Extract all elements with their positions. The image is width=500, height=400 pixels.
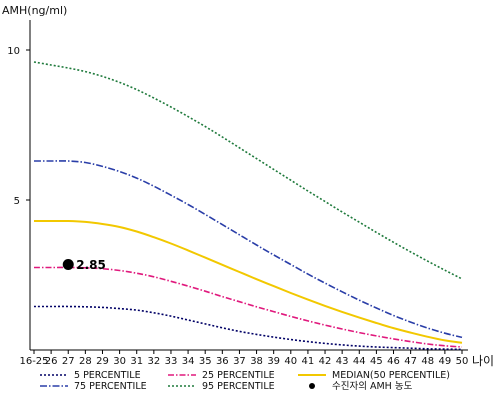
legend-marker-label: 수진자의 AMH 농도 bbox=[332, 381, 413, 392]
legend: 5 PERCENTILE 25 PERCENTILE MEDIAN(50 PERCE… bbox=[40, 370, 450, 392]
series-line-4 bbox=[33, 61, 463, 280]
x-tick-label: 49 bbox=[439, 356, 452, 367]
x-tick-label: 42 bbox=[319, 356, 332, 367]
x-tick-label: 26 bbox=[45, 356, 58, 367]
x-tick-label: 33 bbox=[165, 356, 178, 367]
legend-label-0: 5 PERCENTILE bbox=[74, 370, 141, 381]
x-tick-label: 35 bbox=[199, 356, 212, 367]
x-tick-label: 45 bbox=[370, 356, 383, 367]
legend-label-4: 95 PERCENTILE bbox=[202, 381, 275, 392]
series-line-1 bbox=[34, 266, 463, 348]
y-tick-label: 5 bbox=[14, 196, 20, 207]
patient-marker-label: 2.85 bbox=[76, 258, 106, 272]
x-tick-label: 46 bbox=[387, 356, 400, 367]
x-tick-label: 39 bbox=[267, 356, 280, 367]
x-tick-label: 38 bbox=[250, 356, 263, 367]
legend-label-2: MEDIAN(50 PERCENTILE) bbox=[332, 370, 450, 381]
x-tick-label: 31 bbox=[130, 356, 143, 367]
legend-label-1: 25 PERCENTILE bbox=[202, 370, 275, 381]
x-tick-label: 48 bbox=[421, 356, 434, 367]
series-line-3 bbox=[34, 160, 463, 339]
x-tick-label: 40 bbox=[284, 356, 297, 367]
series-line-0 bbox=[34, 305, 463, 351]
patient-marker bbox=[62, 259, 74, 270]
x-tick-label: 50 bbox=[456, 356, 469, 367]
x-tick-label: 37 bbox=[233, 356, 246, 367]
x-tick-label: 28 bbox=[79, 356, 92, 367]
x-tick-label: 30 bbox=[113, 356, 126, 367]
x-tick-label: 43 bbox=[336, 356, 349, 367]
x-tick-label: 29 bbox=[96, 356, 109, 367]
x-tick-label: 34 bbox=[182, 356, 195, 367]
x-tick-label: 36 bbox=[216, 356, 229, 367]
y-axis-label: AMH(ng/ml) bbox=[2, 4, 67, 17]
y-tick-label: 10 bbox=[7, 46, 20, 57]
x-axis-label: 나이 bbox=[472, 354, 494, 368]
series-group bbox=[33, 61, 463, 351]
legend-marker-swatch bbox=[309, 383, 315, 389]
x-tick-label: 44 bbox=[353, 356, 366, 367]
marker-group: 2.85 bbox=[62, 258, 106, 272]
series-line-2 bbox=[34, 219, 463, 344]
y-axis: 5 10 bbox=[7, 20, 31, 350]
x-tick-label: 41 bbox=[302, 356, 315, 367]
legend-label-3: 75 PERCENTILE bbox=[74, 381, 147, 392]
x-tick-label: 27 bbox=[62, 356, 75, 367]
x-tick-label: 16-25 bbox=[19, 356, 48, 367]
x-tick-label: 47 bbox=[404, 356, 417, 367]
x-tick-label: 32 bbox=[147, 356, 160, 367]
